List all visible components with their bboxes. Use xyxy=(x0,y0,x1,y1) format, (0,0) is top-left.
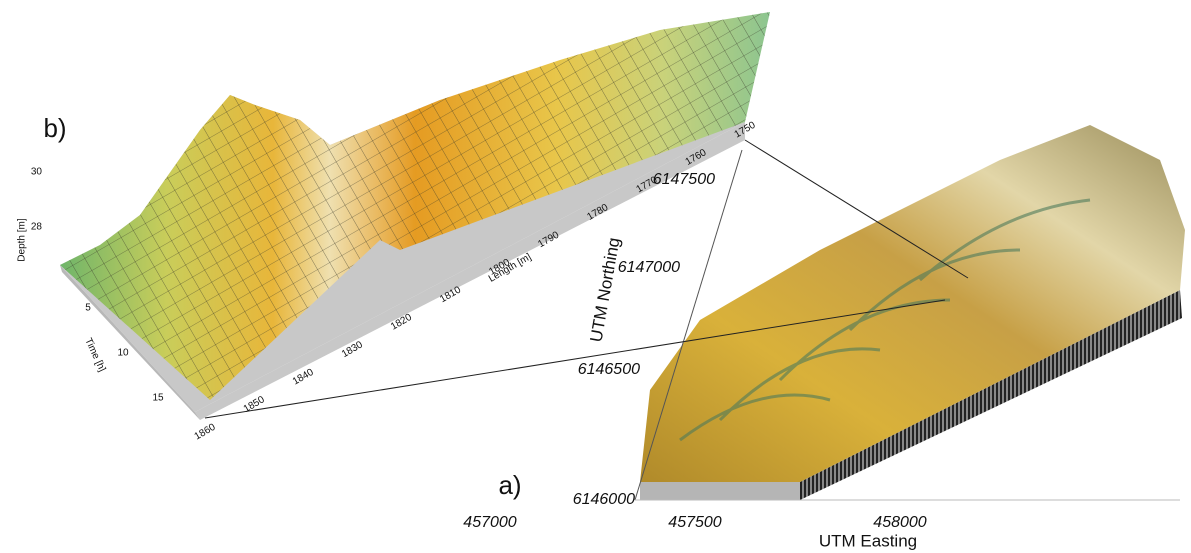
page: b)a)Depth [m]3028Time [h]51015Length [m]… xyxy=(0,0,1191,553)
tick-label: 1860 xyxy=(193,422,218,443)
tick-label: 457000 xyxy=(463,514,516,531)
surface-a xyxy=(640,125,1185,500)
tick-label: 28 xyxy=(31,222,43,233)
tick-label: 6146500 xyxy=(578,361,640,378)
tick-label: 30 xyxy=(31,167,43,178)
tick-label: 6147000 xyxy=(618,259,680,276)
tick-label: 1850 xyxy=(242,394,267,415)
tick-label: 6146000 xyxy=(573,491,635,508)
axis-label: UTM Northing xyxy=(586,236,623,344)
panel-label: b) xyxy=(43,113,66,143)
tick-label: 458000 xyxy=(873,514,926,531)
tick-label: 457500 xyxy=(668,514,721,531)
axis-label: Depth [m] xyxy=(17,218,28,262)
tick-label: 6147500 xyxy=(653,171,715,188)
axis-label: Time [h] xyxy=(82,337,107,374)
figure: b)a)Depth [m]3028Time [h]51015Length [m]… xyxy=(0,0,1191,553)
panel-label: a) xyxy=(498,470,521,500)
tick-label: 5 xyxy=(85,303,91,314)
axis-label: UTM Easting xyxy=(819,531,917,550)
tick-label: 10 xyxy=(117,348,129,359)
tick-label: 15 xyxy=(152,393,164,404)
surface-b xyxy=(60,12,770,420)
